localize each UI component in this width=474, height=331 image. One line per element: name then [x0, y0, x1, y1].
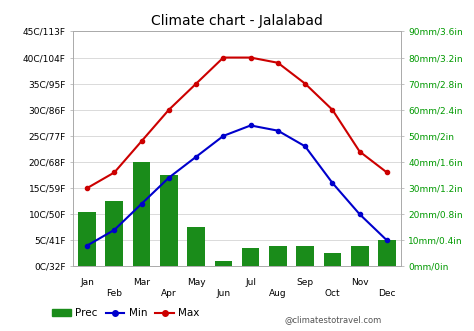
Bar — [106, 201, 123, 266]
Legend: Prec, Min, Max: Prec, Min, Max — [48, 304, 204, 322]
Bar — [242, 248, 259, 266]
Bar — [160, 175, 178, 266]
Bar — [215, 261, 232, 266]
Text: Mar: Mar — [133, 278, 150, 287]
Text: Jul: Jul — [245, 278, 256, 287]
Text: Dec: Dec — [378, 289, 396, 298]
Text: Jun: Jun — [216, 289, 230, 298]
Bar — [351, 246, 368, 266]
Text: May: May — [187, 278, 205, 287]
Title: Climate chart - Jalalabad: Climate chart - Jalalabad — [151, 14, 323, 27]
Text: Nov: Nov — [351, 278, 368, 287]
Text: Sep: Sep — [297, 278, 314, 287]
Text: @climatestotravel.com: @climatestotravel.com — [284, 315, 382, 324]
Text: Jan: Jan — [80, 278, 94, 287]
Text: Aug: Aug — [269, 289, 287, 298]
Bar — [133, 162, 150, 266]
Bar — [269, 246, 287, 266]
Text: Apr: Apr — [161, 289, 177, 298]
Bar — [187, 227, 205, 266]
Bar — [296, 246, 314, 266]
Bar — [78, 212, 96, 266]
Bar — [378, 240, 396, 266]
Bar — [324, 254, 341, 266]
Text: Feb: Feb — [106, 289, 122, 298]
Text: Oct: Oct — [325, 289, 340, 298]
